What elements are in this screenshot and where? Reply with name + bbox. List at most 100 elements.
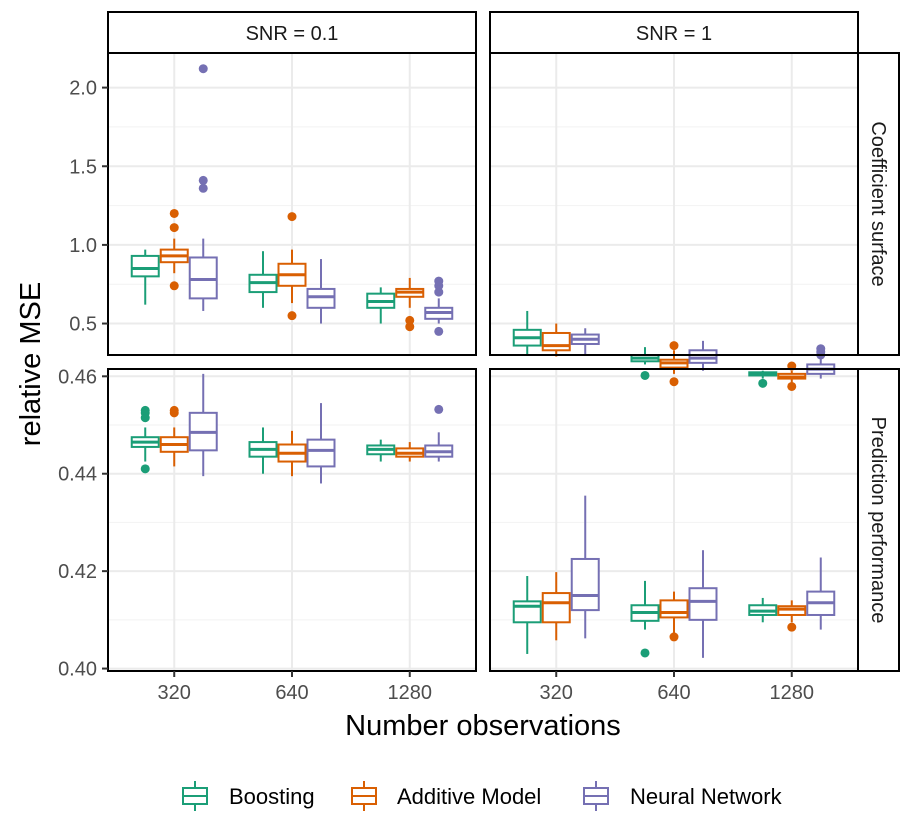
box-neural-network-640 bbox=[688, 340, 718, 371]
box-neural-network-1280 bbox=[806, 557, 836, 630]
outlier-point bbox=[669, 377, 679, 387]
box-boosting-640 bbox=[248, 427, 278, 474]
outlier-point bbox=[198, 175, 208, 185]
y-tick-label: 0.42 bbox=[58, 561, 97, 583]
outlier-point bbox=[434, 287, 444, 297]
box-neural-network-320 bbox=[570, 495, 600, 639]
box-iqr bbox=[130, 254, 160, 278]
box-neural-network-640 bbox=[306, 259, 336, 324]
outlier-point bbox=[669, 632, 679, 642]
y-tick-label: 2.0 bbox=[69, 78, 97, 100]
box-additive-model-640 bbox=[659, 341, 689, 387]
box-neural-network-1280 bbox=[424, 276, 454, 336]
box-additive-model-320 bbox=[159, 208, 189, 291]
outlier-point bbox=[198, 64, 208, 74]
outlier-point bbox=[787, 622, 797, 632]
outlier-point bbox=[816, 344, 826, 354]
box-neural-network-1280 bbox=[424, 404, 454, 462]
box-iqr bbox=[306, 438, 336, 468]
x-tick-label: 320 bbox=[540, 682, 573, 704]
gridlines-layer bbox=[108, 53, 858, 671]
box-iqr bbox=[688, 587, 718, 621]
box-iqr bbox=[306, 287, 336, 309]
box-boosting-1280 bbox=[366, 287, 396, 324]
box-iqr bbox=[570, 557, 600, 612]
box-boosting-320 bbox=[512, 576, 542, 654]
box-iqr bbox=[659, 599, 689, 619]
box-additive-model-1280 bbox=[777, 361, 807, 391]
legend-key-neural-network bbox=[583, 781, 609, 811]
box-neural-network-320 bbox=[188, 64, 218, 311]
strip-row-prediction-performance bbox=[857, 368, 900, 672]
outlier-point bbox=[198, 183, 208, 193]
box-boosting-320 bbox=[512, 310, 542, 355]
x-tick-label: 1280 bbox=[388, 682, 433, 704]
x-tick-label: 640 bbox=[275, 682, 308, 704]
box-boosting-640 bbox=[630, 580, 660, 658]
x-tick-label: 1280 bbox=[770, 682, 815, 704]
legend: Boosting Additive Model Neural Network bbox=[182, 781, 783, 811]
box-additive-model-1280 bbox=[395, 277, 425, 332]
outlier-point bbox=[434, 276, 444, 286]
y-axis-title: relative MSE bbox=[15, 282, 47, 446]
box-additive-model-320 bbox=[541, 323, 571, 357]
outlier-point bbox=[640, 648, 650, 658]
box-neural-network-640 bbox=[688, 550, 718, 658]
box-boosting-1280 bbox=[366, 439, 396, 462]
y-tick-label: 0.46 bbox=[58, 366, 97, 388]
y-tick-label: 0.44 bbox=[58, 464, 97, 486]
outlier-point bbox=[287, 311, 297, 321]
box-neural-network-320 bbox=[570, 328, 600, 355]
box-boosting-320 bbox=[130, 405, 160, 474]
box-boosting-1280 bbox=[748, 597, 778, 623]
outlier-point bbox=[169, 208, 179, 218]
y-tick-label: 1.5 bbox=[69, 156, 97, 178]
y-tick-label: 0.5 bbox=[69, 314, 97, 336]
outlier-point bbox=[140, 464, 150, 474]
box-additive-model-1280 bbox=[777, 600, 807, 632]
strip-label-coefficient-surface: Coefficient surface bbox=[867, 121, 889, 286]
boxes-layer bbox=[130, 64, 836, 658]
legend-label-additive-model: Additive Model bbox=[397, 784, 541, 809]
box-additive-model-320 bbox=[541, 572, 571, 641]
box-iqr bbox=[541, 331, 571, 352]
outlier-point bbox=[787, 381, 797, 391]
outlier-point bbox=[169, 223, 179, 233]
outlier-point bbox=[434, 326, 444, 336]
box-boosting-640 bbox=[630, 347, 660, 380]
outlier-point bbox=[140, 405, 150, 415]
legend-label-neural-network: Neural Network bbox=[630, 784, 783, 809]
outlier-point bbox=[287, 212, 297, 222]
y-tick-label: 1.0 bbox=[69, 235, 97, 257]
box-additive-model-640 bbox=[277, 212, 307, 321]
strip-col-snr-1 bbox=[489, 11, 859, 54]
box-iqr bbox=[512, 600, 542, 624]
outlier-point bbox=[405, 315, 415, 325]
outlier-point bbox=[169, 281, 179, 291]
outlier-point bbox=[405, 322, 415, 332]
strip-label-prediction-performance: Prediction performance bbox=[867, 417, 889, 624]
box-boosting-1280 bbox=[748, 370, 778, 388]
strip-label-snr-0.1: SNR = 0.1 bbox=[246, 23, 339, 45]
strip-row-coefficient-surface bbox=[857, 52, 900, 356]
box-iqr bbox=[188, 256, 218, 300]
x-axis-title: Number observations bbox=[345, 710, 621, 742]
box-neural-network-640 bbox=[306, 403, 336, 484]
box-neural-network-1280 bbox=[806, 344, 836, 379]
box-iqr bbox=[541, 592, 571, 624]
outlier-point bbox=[640, 370, 650, 380]
box-additive-model-1280 bbox=[395, 442, 425, 462]
box-iqr bbox=[688, 349, 718, 364]
panel-frames-layer bbox=[107, 52, 859, 672]
strip-col-snr-0.1 bbox=[107, 11, 477, 54]
x-tick-label: 320 bbox=[158, 682, 191, 704]
box-additive-model-640 bbox=[659, 591, 689, 642]
outlier-point bbox=[758, 378, 768, 388]
x-tick-label: 640 bbox=[657, 682, 690, 704]
box-additive-model-640 bbox=[277, 430, 307, 477]
axes-layer: 0.5 1.0 1.5 2.0 0.40 0.42 0.44 0.46 320 640 1280 32… bbox=[58, 78, 814, 704]
box-boosting-640 bbox=[248, 251, 278, 308]
legend-key-boosting bbox=[182, 781, 208, 811]
box-boosting-320 bbox=[130, 249, 160, 305]
